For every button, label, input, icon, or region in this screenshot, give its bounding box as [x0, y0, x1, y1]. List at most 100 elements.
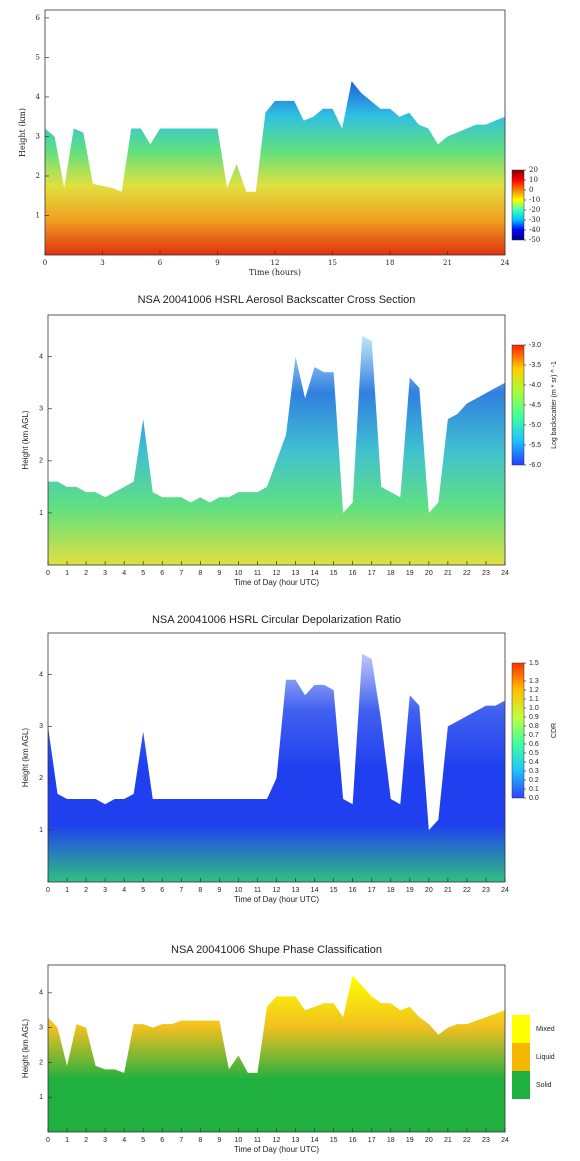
y-tick-label: 5: [36, 53, 40, 61]
y-axis-label: Height (km): [18, 108, 27, 157]
y-tick-label: 3: [39, 1024, 43, 1031]
x-tick-label: 2: [84, 887, 88, 894]
legend-swatch: [512, 1043, 530, 1071]
x-tick-label: 6: [158, 259, 163, 267]
y-tick-label: 6: [36, 14, 41, 22]
y-axis-label: Height (km AGL): [21, 1019, 30, 1078]
x-axis-label: Time of Day (hour UTC): [234, 578, 319, 587]
x-axis-label: Time (hours): [249, 268, 301, 277]
x-tick-label: 24: [501, 259, 510, 267]
cloud-area: [48, 975, 505, 1132]
x-tick-label: 3: [100, 259, 104, 267]
y-tick-label: 2: [39, 1059, 43, 1066]
colorbar-tick-label: 0.3: [529, 768, 539, 775]
x-tick-label: 8: [198, 1137, 202, 1144]
x-tick-label: 20: [425, 570, 433, 577]
x-axis-label: Time of Day (hour UTC): [234, 1145, 319, 1154]
x-tick-label: 11: [254, 1137, 261, 1144]
colorbar-tick-label: -3.5: [529, 362, 541, 369]
x-tick-label: 5: [141, 1137, 145, 1144]
x-tick-label: 10: [235, 1137, 243, 1144]
cloud-area: [48, 335, 505, 565]
x-tick-label: 12: [271, 259, 280, 267]
x-tick-label: 11: [254, 570, 261, 577]
x-tick-label: 13: [292, 1137, 300, 1144]
x-tick-label: 4: [122, 570, 126, 577]
colorbar-tick-label: 0.0: [529, 795, 539, 802]
colorbar-tick-label: 1.1: [529, 696, 539, 703]
colorbar: [511, 344, 525, 466]
x-tick-label: 15: [328, 259, 337, 267]
x-tick-label: 14: [311, 570, 319, 577]
x-tick-label: 1: [65, 570, 69, 577]
y-tick-label: 3: [39, 723, 43, 730]
chart-title: NSA 20041006 HSRL Circular Depolarizatio…: [152, 614, 401, 626]
y-tick-label: 2: [39, 458, 43, 465]
colorbar-tick-label: -4.0: [529, 382, 541, 389]
x-tick-label: 6: [160, 887, 164, 894]
x-tick-label: 13: [292, 887, 300, 894]
x-tick-label: 19: [406, 1137, 414, 1144]
x-tick-label: 2: [84, 1137, 88, 1144]
colorbar-tick-label: 0.4: [529, 759, 539, 766]
y-tick-label: 4: [36, 93, 41, 101]
y-tick-label: 1: [36, 211, 40, 219]
cloud-area: [45, 81, 505, 256]
x-tick-label: 18: [387, 570, 395, 577]
x-tick-label: 18: [387, 1137, 395, 1144]
colorbar-tick-label: 20: [529, 166, 538, 174]
colorbar-tick-label: 1.3: [529, 678, 539, 685]
colorbar-tick-label: -10: [529, 196, 540, 204]
colorbar-tick-label: 0.6: [529, 741, 539, 748]
colorbar-tick-label: 0.1: [529, 786, 539, 793]
colorbar-tick-label: 0.2: [529, 777, 539, 784]
y-tick-label: 1: [39, 827, 43, 834]
x-tick-label: 1: [65, 887, 69, 894]
x-tick-label: 1: [65, 1137, 69, 1144]
y-tick-label: 4: [39, 990, 43, 997]
y-tick-label: 1: [39, 1094, 43, 1101]
x-tick-label: 7: [179, 887, 183, 894]
x-tick-label: 3: [103, 887, 107, 894]
colorbar-tick-label: -30: [529, 216, 540, 224]
x-tick-label: 3: [103, 1137, 107, 1144]
x-tick-label: 6: [160, 1137, 164, 1144]
x-tick-label: 2: [84, 570, 88, 577]
colorbar-tick-label: -20: [529, 206, 540, 214]
legend-label: Solid: [536, 1082, 552, 1089]
x-tick-label: 20: [425, 1137, 433, 1144]
x-tick-label: 12: [273, 887, 281, 894]
y-tick-label: 2: [39, 775, 43, 782]
y-tick-label: 4: [39, 671, 43, 678]
x-tick-label: 17: [368, 1137, 376, 1144]
x-tick-label: 0: [43, 259, 47, 267]
x-tick-label: 24: [501, 887, 509, 894]
x-tick-label: 4: [122, 1137, 126, 1144]
x-tick-label: 15: [330, 887, 338, 894]
x-tick-label: 9: [215, 259, 219, 267]
x-tick-label: 12: [273, 570, 281, 577]
colorbar-tick-label: -5.0: [529, 422, 541, 429]
x-tick-label: 10: [235, 570, 243, 577]
legend-label: Mixed: [536, 1026, 555, 1033]
x-tick-label: 9: [217, 570, 221, 577]
x-tick-label: 8: [198, 570, 202, 577]
x-tick-label: 4: [122, 887, 126, 894]
x-tick-label: 0: [46, 1137, 50, 1144]
x-tick-label: 16: [349, 887, 357, 894]
y-tick-label: 3: [36, 132, 40, 140]
x-tick-label: 21: [444, 887, 452, 894]
x-tick-label: 12: [273, 1137, 281, 1144]
x-axis-label: Time of Day (hour UTC): [234, 895, 319, 904]
colorbar: [511, 662, 525, 799]
x-tick-label: 18: [387, 887, 395, 894]
x-tick-label: 17: [368, 570, 376, 577]
y-tick-label: 4: [39, 354, 43, 361]
colorbar-tick-label: -5.5: [529, 442, 541, 449]
colorbar-tick-label: 10: [529, 176, 538, 184]
x-tick-label: 23: [482, 887, 490, 894]
x-tick-label: 14: [311, 887, 319, 894]
x-tick-label: 22: [463, 570, 471, 577]
y-axis-label: Height (km AGL): [21, 728, 30, 787]
legend-swatch: [512, 1071, 530, 1099]
